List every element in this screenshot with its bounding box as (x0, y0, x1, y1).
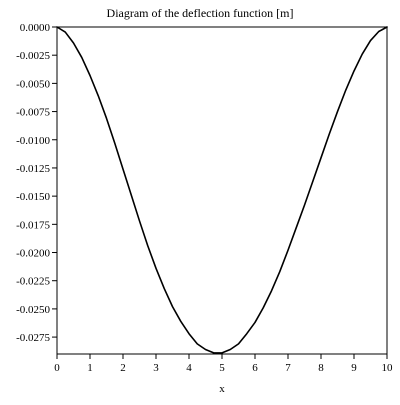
y-tick-label: -0.0050 (16, 78, 50, 90)
x-tick-label: 2 (120, 362, 126, 374)
y-tick-label: -0.0225 (16, 276, 50, 288)
x-tick-label: 3 (153, 362, 159, 374)
y-tick-label: -0.0175 (16, 219, 50, 231)
x-tick-label: 7 (285, 362, 291, 374)
y-tick-label: -0.0125 (16, 163, 50, 175)
y-tick-label: -0.0150 (16, 191, 50, 203)
x-tick-label: 4 (186, 362, 192, 374)
x-tick-label: 8 (318, 362, 324, 374)
deflection-line (56, 26, 388, 354)
y-tick-label: -0.0275 (16, 332, 50, 344)
x-tick-label: 0 (54, 362, 60, 374)
y-tick-label: -0.0075 (16, 107, 50, 119)
y-axis-ticks: 0.0000 -0.0025 -0.0050 -0.0075 -0.0100 -0.012… (16, 22, 57, 344)
series-layer (56, 26, 388, 354)
y-tick-label: 0.0000 (20, 22, 51, 34)
y-tick-label: -0.0250 (16, 304, 50, 316)
x-axis-label: x (219, 383, 225, 395)
y-tick-label: -0.0100 (16, 135, 50, 147)
x-axis-ticks: 0 1 2 3 4 5 6 7 8 9 10 (54, 354, 393, 374)
x-tick-label: 9 (351, 362, 357, 374)
x-tick-label: 6 (252, 362, 258, 374)
x-tick-label: 10 (382, 362, 394, 374)
x-tick-label: 1 (87, 362, 93, 374)
x-tick-label: 5 (219, 362, 225, 374)
y-tick-label: -0.0200 (16, 248, 50, 260)
chart-title: Diagram of the deflection function [m] (107, 6, 294, 20)
y-tick-label: -0.0025 (16, 50, 50, 62)
